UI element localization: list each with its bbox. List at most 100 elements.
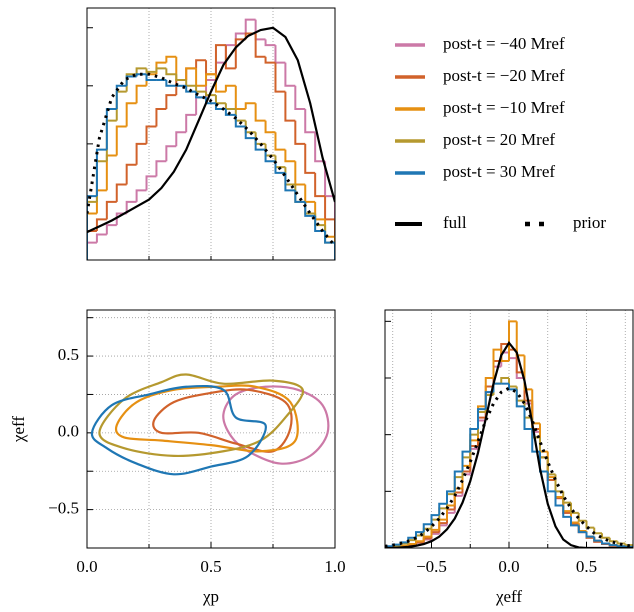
- histogram-step: [145, 175, 157, 191]
- histogram-step: [554, 491, 564, 507]
- histogram-step: [539, 423, 548, 453]
- histogram-step: [135, 189, 147, 202]
- histogram-step: [570, 516, 579, 527]
- histogram-step: [461, 450, 471, 472]
- histogram-step: [274, 155, 286, 169]
- histogram-step: [195, 68, 207, 87]
- histogram-step: [324, 219, 335, 260]
- frame: [384, 309, 634, 549]
- histogram-step: [284, 62, 296, 87]
- histogram-step: [115, 84, 127, 110]
- histogram-step: [145, 125, 157, 144]
- histogram-step: [469, 428, 478, 452]
- histogram-step: [508, 352, 517, 360]
- histogram-step: [539, 451, 548, 473]
- histogram-step: [87, 195, 97, 260]
- histogram-step: [115, 125, 127, 156]
- x-tick-label: −0.5: [416, 557, 447, 576]
- histogram-step: [324, 230, 335, 260]
- histogram-step: [105, 154, 117, 191]
- histogram-step: [284, 149, 296, 163]
- histogram-step: [165, 55, 177, 63]
- histogram-step: [274, 161, 286, 174]
- x-axis-label: χeff: [495, 587, 522, 606]
- histogram-step: [185, 80, 197, 87]
- histogram-step: [446, 490, 455, 504]
- histogram-step: [105, 108, 117, 150]
- histogram-step: [453, 470, 463, 492]
- histogram-step: [284, 172, 296, 192]
- legend-label: full: [443, 213, 467, 232]
- contour: [114, 384, 299, 453]
- histogram-step: [562, 505, 571, 518]
- histogram-step: [87, 200, 97, 260]
- histogram-step: [224, 84, 236, 92]
- histogram-step: [125, 163, 137, 185]
- histogram-step: [593, 536, 602, 542]
- histogram-step: [214, 95, 226, 105]
- x-tick-label: 0.0: [498, 557, 519, 576]
- histogram-step: [214, 44, 226, 75]
- density-curve: [385, 386, 633, 548]
- plot-area: [90, 373, 330, 476]
- histogram-step: [95, 189, 107, 214]
- legend-label: post-t = 30 Mref: [443, 162, 555, 181]
- histogram-step: [314, 132, 326, 163]
- histogram-step: [422, 535, 432, 542]
- histogram-step: [185, 67, 197, 80]
- histogram-step: [500, 377, 509, 384]
- legend-label: prior: [573, 213, 606, 232]
- histogram-step: [115, 183, 127, 202]
- histogram-step: [570, 502, 579, 514]
- histogram-step: [324, 161, 335, 260]
- histogram-step: [294, 190, 306, 203]
- histogram-step: [616, 545, 626, 548]
- histogram-step: [554, 477, 564, 498]
- x-tick-label: 0.0: [76, 557, 97, 576]
- histogram-step: [284, 91, 296, 122]
- histogram-step: [585, 520, 595, 529]
- histogram-step: [304, 143, 316, 174]
- histogram-step: [554, 480, 564, 500]
- y-tick-label: −0.5: [48, 499, 79, 518]
- histogram-step: [135, 84, 147, 104]
- histogram-step: [601, 540, 610, 545]
- histogram-step: [264, 120, 276, 134]
- legend-label: post-t = −10 Mref: [443, 98, 565, 117]
- histogram-step: [539, 437, 548, 459]
- histogram-step: [135, 73, 147, 77]
- histogram-step: [562, 491, 571, 504]
- histogram-step: [195, 59, 207, 69]
- histogram-step: [165, 80, 177, 87]
- histogram-step: [87, 212, 97, 260]
- histogram-step: [95, 160, 107, 202]
- histogram-step: [554, 480, 564, 500]
- histogram-step: [244, 102, 256, 110]
- contour: [90, 384, 267, 476]
- contour: [222, 385, 330, 465]
- histogram-step: [304, 184, 316, 203]
- histogram-step: [415, 531, 424, 538]
- histogram-step: [234, 109, 246, 122]
- histogram-step: [477, 408, 486, 429]
- histogram-step: [385, 545, 393, 548]
- histogram-step: [165, 94, 177, 110]
- density-curve: [385, 340, 633, 548]
- histogram-step: [155, 160, 167, 177]
- x-tick-label: 0.5: [576, 557, 597, 576]
- legend-label: post-t = 20 Mref: [443, 130, 555, 149]
- histogram-step: [205, 91, 216, 97]
- histogram-step: [244, 18, 256, 34]
- histogram-step: [254, 138, 266, 151]
- histogram-step: [125, 200, 137, 214]
- histogram-step: [224, 103, 236, 111]
- histogram-step: [492, 382, 502, 393]
- density-curve: [87, 72, 335, 248]
- histogram-step: [125, 102, 137, 127]
- histogram-step: [185, 67, 197, 80]
- histogram-step: [585, 532, 595, 538]
- histogram-step: [105, 224, 117, 235]
- histogram-step: [415, 534, 424, 541]
- histogram-step: [554, 474, 564, 493]
